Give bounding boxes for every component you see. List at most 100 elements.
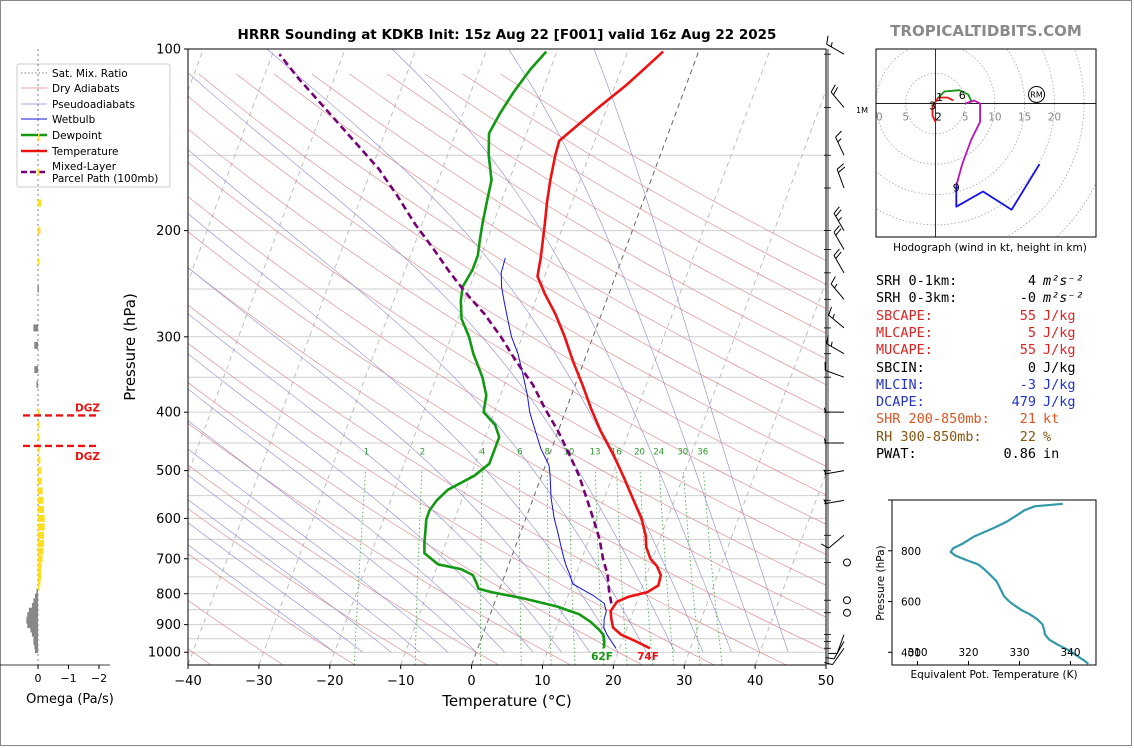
x-tick-label: 30 — [676, 674, 693, 689]
rm-marker — [1028, 85, 1046, 103]
wind-barb-half-flag — [838, 216, 842, 222]
hodograph-caption: Hodograph (wind in kt, height in km) — [893, 242, 1087, 254]
omega-x-tick-label: −1 — [60, 672, 76, 685]
wind-barb-shaft — [836, 634, 845, 654]
hodograph-segment — [931, 96, 954, 123]
pseudoadiabat-line — [188, 544, 335, 653]
wind-barb-flag — [836, 163, 844, 170]
pseudoadiabat-line — [188, 499, 392, 653]
mixing-ratio-line — [546, 470, 552, 665]
wind-barb-flag — [833, 206, 840, 214]
rm-label: RM — [1030, 90, 1043, 99]
isotherm-line — [612, 89, 826, 665]
omega-bar — [31, 629, 38, 637]
stat-unit: in — [1043, 446, 1060, 462]
stat-unit: kt — [1043, 411, 1060, 428]
wind-barb-flag — [830, 84, 836, 93]
isotherm-line — [188, 49, 417, 665]
omega-bar — [34, 341, 38, 349]
omega-bar — [27, 621, 38, 629]
stat-row: MLCIN: -3 J/kg — [876, 377, 1076, 393]
omega-x-tick-label: 0 — [35, 672, 42, 685]
stat-value: 55 — [1019, 342, 1036, 359]
pseudoadiabat-line — [188, 267, 590, 653]
isotherm-line — [471, 49, 701, 665]
omega-bar — [28, 607, 39, 615]
dry-adiabat-line — [188, 553, 356, 665]
dry-adiabat-line — [188, 382, 643, 665]
wind-barb-shaft — [828, 534, 845, 549]
legend-entry: Temperature — [51, 146, 119, 158]
stat-row: MLCAPE: 5 J/kg — [876, 324, 1076, 341]
omega-bar — [38, 578, 41, 586]
stat-value: 0.86 — [1003, 446, 1036, 462]
wind-barb-half-flag — [834, 283, 838, 289]
wind-barb-flag — [830, 276, 836, 285]
mixing-ratio-line — [659, 470, 675, 665]
omega-bar — [38, 573, 42, 581]
dry-adiabat-line — [236, 73, 826, 439]
stat-value: 479 — [1011, 394, 1036, 411]
stat-label: SHR 200-850mb: — [876, 411, 990, 428]
isotherm-line — [754, 472, 826, 665]
wind-barb-shaft — [826, 343, 845, 355]
omega-bar — [38, 421, 40, 429]
stat-row: DCAPE: 479 J/kg — [876, 394, 1076, 410]
pseudoadiabat-line — [188, 149, 647, 653]
mixing-ratio-line — [683, 470, 701, 665]
y-tick-label: 700 — [156, 552, 181, 567]
omega-bar — [38, 539, 45, 547]
isotherm-line — [542, 49, 771, 665]
thetae-x-tick-label: 310 — [907, 647, 927, 659]
isotherm-line — [258, 49, 488, 665]
pseudoadiabat-line — [508, 49, 761, 653]
x-tick-label: 0 — [467, 674, 475, 689]
thetae-x-tick-label: 320 — [958, 647, 978, 659]
omega-bar — [38, 456, 41, 464]
stat-unit: m²s⁻² — [1043, 273, 1084, 289]
dry-adiabat-line — [311, 73, 826, 385]
pseudoadiabat-line — [391, 49, 732, 653]
thetae-x-tick-label: 330 — [1009, 647, 1029, 659]
wind-barb-shaft — [828, 314, 845, 329]
pseudoadiabat-line — [188, 313, 562, 653]
wind-barb-half-flag — [837, 138, 842, 143]
wind-barb-flag — [825, 656, 835, 660]
dry-adiabat-line — [387, 73, 826, 334]
omega-bar — [26, 616, 38, 624]
dry-adiabat-line — [273, 73, 826, 412]
omega-bar — [38, 506, 45, 513]
series-temperature-line — [536, 50, 664, 650]
omega-bar — [38, 523, 45, 531]
y-tick-label: 300 — [156, 330, 181, 345]
omega-x-axis-label: Omega (Pa/s) — [26, 692, 114, 707]
hodograph-ring-label-neg: 10 — [869, 112, 882, 124]
stat-unit: J/kg — [1043, 376, 1076, 393]
omega-bar — [38, 257, 40, 265]
hodograph-ring-label-pos: 5 — [962, 112, 969, 124]
stat-label: SRH 0-1km: — [876, 273, 958, 289]
omega-bar — [38, 496, 44, 504]
thetae-plot-area — [949, 502, 1089, 665]
omega-bar — [38, 531, 45, 539]
hodograph-height-label: 9 — [953, 181, 960, 194]
pseudoadiabat-line — [188, 420, 477, 653]
mixing-ratio-label: 6 — [517, 447, 522, 457]
omega-plot-area — [26, 49, 45, 665]
skewt-plot-area: 1 2 4 6 8 10 13 16 20 24 30 36 — [188, 49, 826, 665]
omega-bar — [38, 445, 40, 453]
wind-barb-half-flag — [832, 313, 835, 319]
stat-row: SHR 200-850mb: 21 kt — [876, 411, 1059, 428]
pseudoadiabat-line — [188, 474, 420, 653]
mixing-ratio-label: 8 — [544, 447, 549, 457]
wind-barb-shaft — [835, 136, 845, 156]
hodograph-ring-label-pos: 20 — [1048, 112, 1061, 124]
stat-label: MLCAPE: — [876, 324, 933, 341]
wind-barb-half-flag — [823, 438, 827, 444]
isotherm-line — [188, 49, 346, 475]
hodograph-segment — [955, 163, 1041, 211]
stat-label: MUCAPE: — [876, 342, 933, 359]
dgz-bottom-label: DGZ — [75, 451, 100, 463]
